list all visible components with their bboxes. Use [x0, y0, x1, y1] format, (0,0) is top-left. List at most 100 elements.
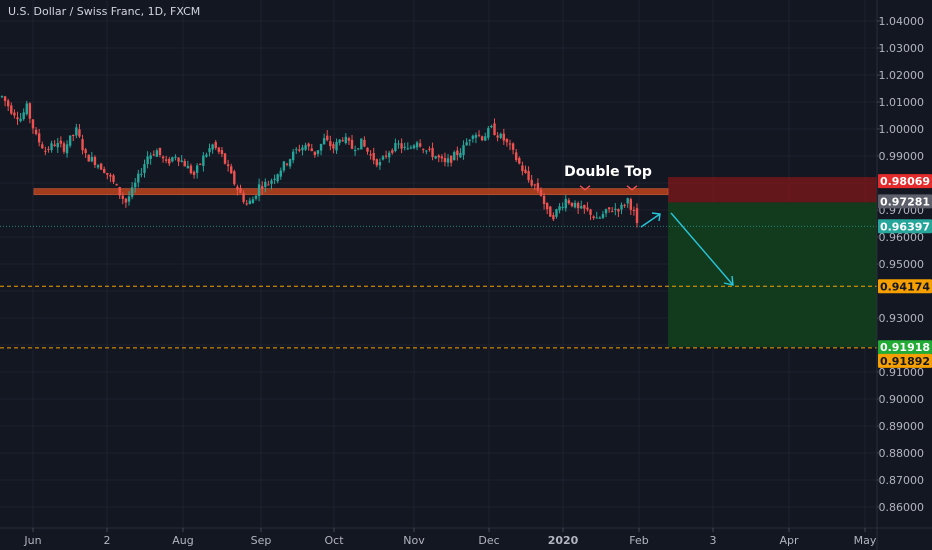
- price-badge-label: 0.96397: [880, 220, 930, 233]
- candle-body: [81, 139, 84, 151]
- candle-body: [511, 143, 515, 150]
- candle-body: [508, 143, 512, 145]
- candle-body: [360, 138, 363, 150]
- candle-body: [68, 135, 72, 146]
- candle-body: [143, 164, 146, 174]
- candle-body: [567, 200, 571, 204]
- price-tick-label: 0.88000: [879, 447, 925, 460]
- price-tick-label: 0.91000: [879, 366, 925, 379]
- price-tick-label: 0.96000: [879, 231, 925, 244]
- resistance-zone: [33, 188, 669, 196]
- candle-body: [453, 152, 456, 161]
- candle-body: [397, 143, 400, 145]
- candle-body: [44, 150, 47, 152]
- candle-body: [164, 159, 168, 161]
- candle-body: [524, 169, 527, 173]
- candle-body: [106, 172, 109, 175]
- time-tick-label: Oct: [324, 534, 344, 547]
- candle-body: [422, 148, 425, 150]
- candle-body: [518, 158, 521, 164]
- time-tick-label: May: [854, 534, 877, 547]
- candle-body: [115, 184, 118, 186]
- candle-body: [124, 198, 128, 203]
- trade-zones: [33, 177, 877, 348]
- candle-body: [295, 149, 298, 151]
- candle-body: [595, 217, 598, 219]
- candle-body: [536, 183, 540, 191]
- candle-body: [338, 139, 341, 143]
- candle-body: [47, 148, 50, 150]
- candle-body: [530, 179, 533, 186]
- candle-body: [357, 148, 360, 150]
- candle-body: [195, 165, 199, 173]
- price-badge: [878, 174, 932, 189]
- candle-body: [149, 155, 152, 159]
- candle-body: [614, 208, 617, 211]
- candle-body: [230, 166, 233, 174]
- price-axis[interactable]: 1.04000 1.03000 1.02000 1.01000 1.00000 0.990…: [876, 0, 932, 550]
- price-tick-label: 0.87000: [879, 474, 925, 487]
- price-tick-label: 1.01000: [879, 96, 925, 109]
- candle-body: [434, 156, 437, 159]
- candle-body: [233, 171, 236, 185]
- time-tick-label: 3: [710, 534, 717, 547]
- candle-body: [335, 141, 338, 151]
- candle-body: [214, 142, 217, 148]
- candle-body: [418, 143, 422, 147]
- candle-body: [332, 144, 335, 149]
- candle-body: [0, 96, 4, 98]
- candle-body: [236, 186, 239, 190]
- candle-body: [208, 148, 211, 153]
- candle-body: [180, 160, 183, 162]
- candle-body: [310, 148, 313, 151]
- candle-body: [514, 152, 518, 160]
- peak-marker-icon: [626, 185, 638, 191]
- candle-body: [629, 199, 633, 210]
- candle-body: [459, 152, 462, 158]
- candle-body: [53, 144, 56, 146]
- candle-body: [260, 186, 264, 189]
- candle-body: [84, 149, 87, 154]
- candle-body: [449, 155, 453, 163]
- candle-body: [99, 163, 103, 170]
- double-top-label: Double Top: [564, 164, 652, 180]
- candle-body: [174, 156, 177, 158]
- candle-body: [363, 139, 366, 147]
- price-tick-label: 1.02000: [879, 69, 925, 82]
- candle-body: [223, 153, 227, 164]
- candle-body: [632, 209, 636, 211]
- time-tick-label: Feb: [629, 534, 648, 547]
- candle-body: [545, 202, 549, 210]
- candle-body: [589, 209, 592, 215]
- price-badge-label: 0.94174: [880, 280, 930, 293]
- candle-body: [437, 155, 440, 158]
- candle-body: [353, 150, 357, 152]
- candle-body: [366, 147, 369, 152]
- candle-body: [496, 135, 499, 138]
- time-axis[interactable]: Jun 2 Aug Sep Oct Nov Dec 2020 Feb 3 Apr May: [0, 527, 932, 547]
- price-badge-label: 0.97281: [880, 195, 930, 208]
- candle-body: [137, 173, 140, 183]
- candle-body: [288, 159, 292, 167]
- candle-body: [112, 175, 115, 182]
- candle-body: [391, 150, 394, 153]
- candle-body: [502, 133, 506, 141]
- candle-body: [326, 135, 329, 141]
- candle-body: [90, 156, 94, 162]
- candle-body: [118, 187, 121, 196]
- candle-body: [620, 204, 623, 210]
- price-tick-label: 0.95000: [879, 258, 925, 271]
- candle-body: [183, 161, 186, 167]
- time-tick-label: Dec: [478, 534, 499, 547]
- candle-body: [412, 145, 416, 149]
- candle-body: [480, 136, 484, 141]
- candle-body: [16, 117, 19, 120]
- candle-body: [617, 209, 620, 212]
- candle-body: [217, 147, 221, 152]
- candle-body: [273, 178, 276, 180]
- candle-body: [158, 147, 162, 155]
- candle-body: [152, 154, 155, 156]
- candle-body: [307, 143, 310, 147]
- candle-body: [34, 129, 38, 134]
